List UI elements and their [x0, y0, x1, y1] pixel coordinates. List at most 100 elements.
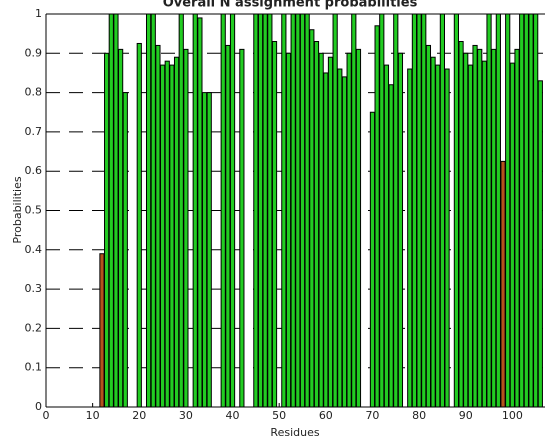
y-tick-label: 0.3: [25, 282, 43, 295]
bar: [374, 25, 380, 408]
y-tick-label: 0.5: [25, 204, 43, 217]
bar: [500, 160, 506, 408]
bar: [351, 13, 357, 408]
bar: [299, 13, 306, 408]
bar: [514, 48, 520, 408]
bar: [285, 52, 292, 408]
bar: [183, 48, 189, 408]
bar: [192, 13, 198, 408]
y-tick-label: 0.8: [25, 86, 43, 99]
bar: [164, 60, 170, 408]
bar: [295, 13, 301, 408]
bar: [145, 13, 152, 408]
chart-title: Overall N assignment probabilities: [163, 0, 418, 11]
x-tick-label: 20: [132, 409, 146, 422]
x-tick-label: 0: [43, 409, 50, 422]
bar: [495, 13, 501, 408]
bar: [407, 68, 413, 408]
y-tick-label: 0.6: [25, 164, 43, 177]
bar: [435, 64, 441, 408]
y-axis-label: Probabilities: [11, 176, 24, 243]
bar: [346, 52, 352, 408]
y-tick-label: 0: [35, 400, 42, 413]
bar: [491, 48, 497, 408]
x-tick-label: 90: [459, 409, 473, 422]
x-tick-label: 30: [179, 409, 193, 422]
bar: [178, 13, 184, 408]
bar: [430, 56, 436, 408]
bar: [267, 13, 273, 408]
bar: [290, 13, 296, 408]
x-tick-label: 100: [502, 409, 523, 422]
bar: [155, 44, 161, 408]
bar: [337, 68, 343, 408]
bar: [519, 13, 525, 408]
bar: [122, 92, 128, 408]
bar: [281, 13, 287, 408]
bar: [257, 13, 264, 408]
x-tick-label: 10: [86, 409, 100, 422]
x-tick-label: 50: [272, 409, 286, 422]
bar: [201, 92, 208, 408]
bar: [533, 13, 539, 408]
y-tick-label: 0.7: [25, 125, 43, 138]
bar: [118, 48, 124, 408]
bar: [332, 13, 338, 408]
bar: [379, 13, 385, 408]
bar: [425, 44, 432, 408]
bar: [369, 111, 376, 408]
bar: [463, 52, 469, 408]
bar: [99, 253, 105, 408]
y-tick-label: 0.2: [25, 321, 43, 334]
y-tick-label: 0.1: [25, 361, 43, 374]
bar: [159, 64, 166, 408]
bar: [327, 56, 334, 408]
bar: [467, 64, 473, 408]
bar: [318, 52, 324, 408]
bar: [383, 64, 390, 408]
x-tick-label: 80: [412, 409, 426, 422]
bar: [509, 62, 515, 408]
bar: [458, 41, 464, 408]
bar: [253, 13, 259, 408]
y-tick-label: 0.9: [25, 46, 43, 59]
bar: [262, 13, 268, 408]
bar: [197, 17, 203, 408]
bar: [486, 13, 492, 408]
bar: [477, 48, 483, 408]
bar: [444, 68, 450, 408]
bar: [136, 42, 142, 408]
x-tick-label: 70: [365, 409, 379, 422]
bar: [472, 44, 478, 408]
bar: [481, 60, 487, 408]
bar: [173, 56, 180, 408]
bar: [150, 13, 156, 408]
bar: [388, 84, 394, 408]
bar: [439, 13, 446, 408]
bar: [239, 48, 245, 408]
bar: [341, 76, 348, 408]
bar: [411, 13, 418, 408]
bar: [421, 13, 427, 408]
bar: [505, 13, 511, 408]
bar: [416, 13, 422, 408]
bar: [113, 13, 119, 408]
x-tick-label: 40: [226, 409, 240, 422]
bar: [304, 13, 310, 408]
bar: [528, 13, 534, 408]
bar: [220, 13, 226, 408]
x-axis-label: Residues: [270, 426, 319, 439]
x-tick-label: 60: [319, 409, 333, 422]
bar: [397, 52, 404, 408]
bar: [206, 92, 212, 408]
bar: [225, 44, 231, 408]
bar: [104, 52, 110, 408]
bar: [355, 48, 362, 408]
bar: [313, 41, 320, 408]
bar: [323, 72, 329, 408]
bar: [309, 29, 315, 408]
bar: [537, 80, 543, 408]
bar: [108, 13, 114, 408]
bar: [523, 13, 529, 408]
